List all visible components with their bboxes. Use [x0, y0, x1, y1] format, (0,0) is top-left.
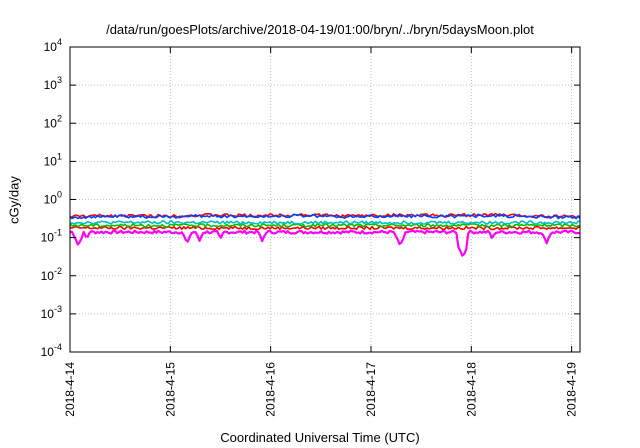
y-tick-label: 100	[44, 190, 62, 207]
y-axis-label: cGy/day	[6, 176, 22, 224]
x-tick-label: 2018-4-19	[565, 362, 579, 417]
x-tick-label: 2018-4-17	[364, 362, 378, 417]
y-tick-label: 10-4	[41, 342, 62, 359]
chart-title: /data/run/goesPlots/archive/2018-04-19/0…	[106, 22, 534, 37]
series-line	[69, 220, 581, 225]
x-axis-label: Coordinated Universal Time (UTC)	[220, 430, 420, 445]
x-tick-label: 2018-4-18	[464, 362, 478, 417]
series-line	[69, 213, 581, 220]
x-tick-label: 2018-4-15	[163, 362, 177, 417]
y-tick-label: 10-2	[41, 266, 62, 283]
series-line	[69, 225, 581, 231]
series-line	[69, 229, 581, 257]
x-tick-label: 2018-4-14	[63, 362, 77, 417]
y-tick-label: 102	[44, 113, 62, 130]
series-line	[69, 223, 581, 228]
y-tick-label: 10-1	[41, 228, 62, 245]
x-tick-label: 2018-4-16	[264, 362, 278, 417]
y-tick-label: 10-3	[41, 304, 62, 321]
y-tick-label: 101	[44, 151, 62, 168]
y-tick-label: 103	[44, 75, 62, 92]
y-tick-label: 104	[44, 37, 62, 54]
